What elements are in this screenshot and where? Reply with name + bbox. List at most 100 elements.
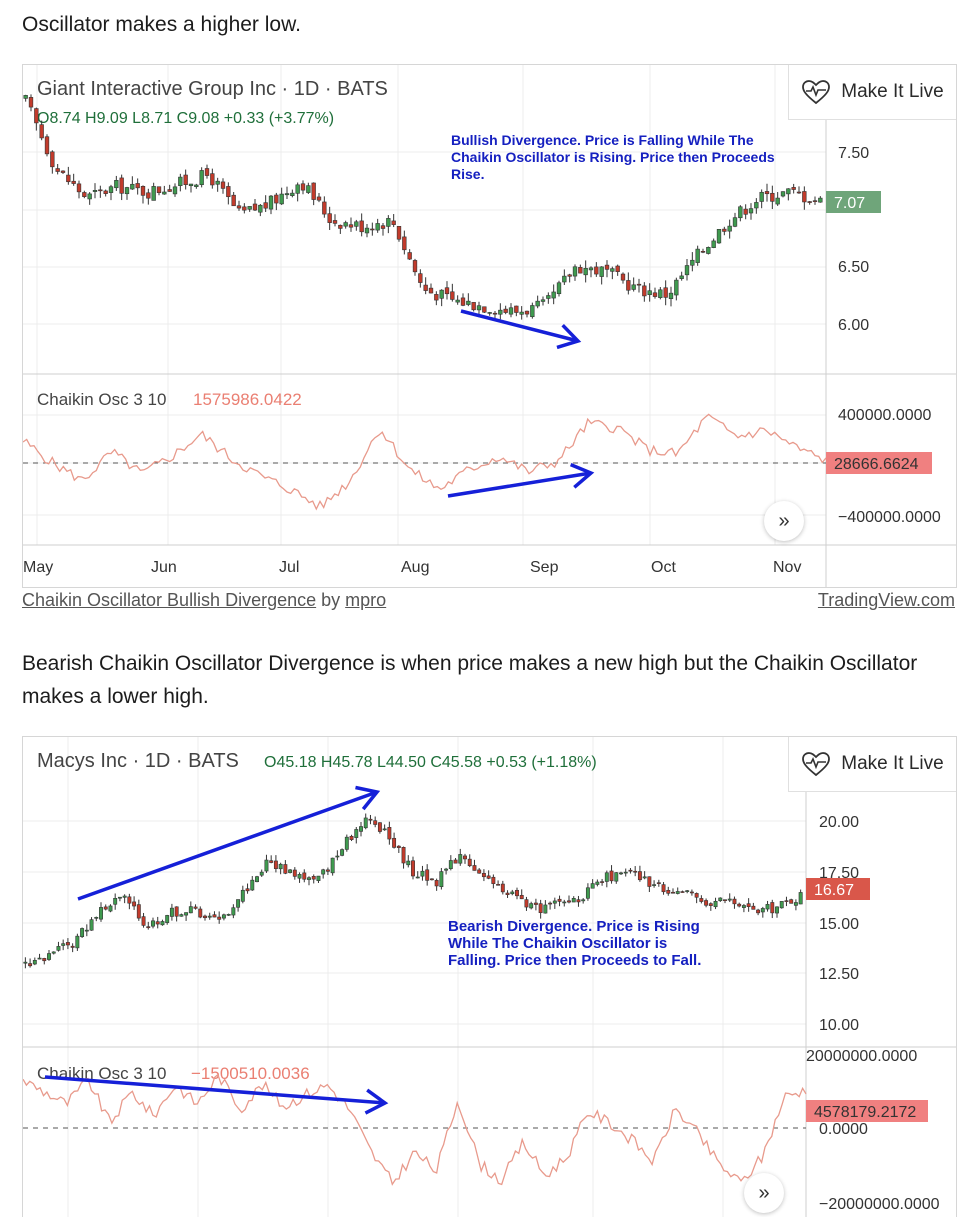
price-candle xyxy=(668,292,674,300)
price-arrow-shaft xyxy=(77,790,378,901)
price-candle xyxy=(411,860,415,877)
price-candle xyxy=(748,208,754,214)
price-candle xyxy=(402,236,407,251)
price-candle xyxy=(135,183,140,189)
price-candle xyxy=(519,895,524,900)
price-candle xyxy=(236,899,241,908)
price-candle xyxy=(288,869,293,873)
price-candle xyxy=(770,192,775,202)
price-candle xyxy=(695,248,700,263)
price-candle xyxy=(439,289,444,299)
price-candle xyxy=(647,290,652,296)
price-candle xyxy=(359,826,363,832)
price-candle xyxy=(368,818,373,821)
price-candle xyxy=(51,951,56,954)
price-candle xyxy=(330,857,335,874)
author-link[interactable]: mpro xyxy=(345,590,387,610)
price-candle xyxy=(132,901,137,907)
price-candle xyxy=(482,306,487,313)
price-candle xyxy=(160,921,165,926)
price-candle xyxy=(184,912,189,916)
price-candle xyxy=(210,173,215,186)
price-candle xyxy=(373,820,378,825)
price-candle xyxy=(380,225,386,229)
price-candle xyxy=(583,267,588,276)
price-candle xyxy=(264,859,269,872)
price-candle xyxy=(718,897,723,902)
price-candle xyxy=(626,280,631,291)
price-candle xyxy=(492,312,498,315)
price-tick: 15.00 xyxy=(819,916,859,933)
osc-tick: 20000000.0000 xyxy=(806,1048,917,1065)
price-candle xyxy=(727,898,732,901)
price-candle xyxy=(23,95,28,99)
price-candle xyxy=(127,896,132,904)
price-candle xyxy=(349,835,354,840)
price-tick: 7.50 xyxy=(838,145,869,162)
price-candle xyxy=(588,267,594,271)
price-candle xyxy=(663,287,668,298)
price-candle xyxy=(167,189,172,192)
chart1-title-link[interactable]: Chaikin Oscillator Bullish Divergence xyxy=(22,590,317,610)
price-candle xyxy=(471,302,476,311)
price-candle xyxy=(255,876,259,883)
price-candle xyxy=(221,914,226,919)
price-candle xyxy=(812,200,818,202)
price-candle xyxy=(775,906,779,914)
price-candle xyxy=(113,898,118,905)
intro-text: Oscillator makes a higher low. xyxy=(22,13,301,36)
price-candle xyxy=(321,869,326,875)
price-candle xyxy=(690,259,695,266)
price-candle xyxy=(130,183,135,190)
price-candle xyxy=(316,875,321,881)
price-tick: 10.00 xyxy=(819,1017,859,1034)
tradingview-link[interactable]: TradingView.com xyxy=(817,590,955,610)
scroll-right-button-2[interactable]: » xyxy=(744,1173,784,1213)
price-candle xyxy=(610,268,615,272)
price-candle xyxy=(652,292,658,297)
osc-tick: 400000.0000 xyxy=(838,407,932,424)
price-candle xyxy=(119,177,124,194)
month-label: May xyxy=(23,559,53,576)
make-it-live-button[interactable]: Make It Live xyxy=(788,65,956,120)
chart1-caption: Chaikin Oscillator Bullish Divergence by… xyxy=(22,590,955,611)
price-candle xyxy=(61,943,66,946)
price-candle xyxy=(338,224,343,229)
price-candle xyxy=(94,917,99,919)
price-candle xyxy=(652,884,657,886)
price-candle xyxy=(594,266,599,275)
price-candle xyxy=(165,915,170,923)
price-candle xyxy=(576,899,581,903)
price-candle xyxy=(212,914,217,918)
price-candle xyxy=(136,904,141,919)
price-candle xyxy=(533,902,538,905)
price-candle xyxy=(307,877,311,880)
price-candle xyxy=(396,845,401,848)
price-candle xyxy=(556,282,562,295)
price-candle xyxy=(151,920,155,927)
price-candle xyxy=(155,921,160,925)
price-candle xyxy=(738,206,743,219)
price-candle xyxy=(439,871,444,888)
price-candle xyxy=(268,195,274,210)
price-candle xyxy=(548,902,553,905)
price-candle xyxy=(140,186,146,196)
price-candle xyxy=(751,905,756,910)
price-candle xyxy=(786,188,791,195)
price-candle xyxy=(425,869,430,881)
price-candle xyxy=(798,892,803,905)
scroll-right-button[interactable]: » xyxy=(764,501,804,541)
price-candle xyxy=(429,878,434,881)
price-candle xyxy=(732,898,737,905)
price-candle xyxy=(247,206,252,210)
make-it-live-button-2[interactable]: Make It Live xyxy=(788,737,956,792)
price-candle xyxy=(47,953,51,960)
price-candle xyxy=(292,869,297,877)
price-candle xyxy=(780,191,786,197)
price-candle xyxy=(796,191,802,194)
price-candle xyxy=(188,906,193,914)
price-candle xyxy=(599,266,604,277)
price-candle xyxy=(348,224,354,228)
price-candle xyxy=(84,929,89,932)
chart1-canvas: Giant Interactive Group Inc · 1D · BATS O… xyxy=(23,65,956,587)
